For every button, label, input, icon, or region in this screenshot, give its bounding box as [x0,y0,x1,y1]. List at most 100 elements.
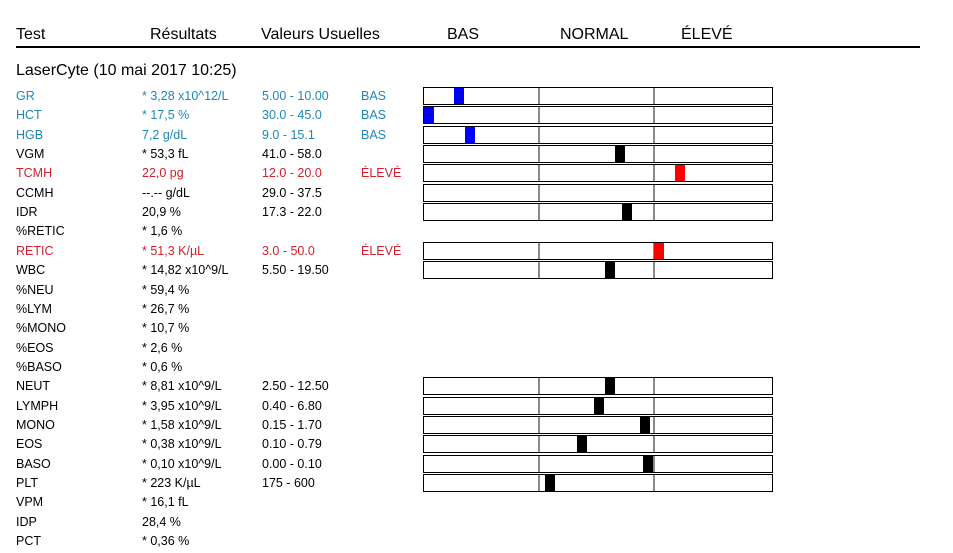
value-marker [604,262,615,279]
range-divider [538,126,540,143]
header-normal: NORMAL [560,26,629,43]
table-row: %LYM * 26,7 % [0,300,953,319]
result-value: * 223 K/µL [142,476,201,490]
range-divider [538,204,540,221]
test-name: %MONO [16,321,66,336]
test-name: WBC [16,263,46,278]
range-divider [653,475,655,491]
reference-range: 3.0 - 50.0 [262,243,315,258]
test-name: GR [16,89,35,103]
status-flag: BAS [361,89,387,103]
table-row: EOS * 0,38 x10^9/L 0.10 - 0.79 [0,435,953,454]
reference-range: 30.0 - 45.0 [262,108,322,123]
table-row: BASO * 0,10 x10^9/L 0.00 - 0.10 [0,454,953,474]
range-divider [653,455,655,472]
reference-range: 0.40 - 6.80 [262,398,322,413]
test-name: VPM [16,495,44,510]
test-name: EOS [16,437,43,452]
result-value: * 2,6 % [142,340,183,355]
result-value: * 26,7 % [142,301,190,316]
test-name: NEUT [16,379,51,394]
reference-range: 12.0 - 20.0 [262,166,322,181]
header-results: Résultats [150,26,217,43]
range-divider [538,146,540,163]
range-divider [538,88,540,104]
result-value: * 1,6 % [142,224,183,239]
test-name: PLT [16,476,38,490]
range-bar [423,145,773,164]
range-divider [538,378,540,395]
test-name: %LYM [16,301,52,316]
reference-range: 17.3 - 22.0 [262,205,322,220]
table-row: %BASO * 0,6 % [0,358,953,377]
range-bar [423,474,773,492]
table-row: CCMH --.-- g/dL 29.0 - 37.5 [0,183,953,203]
reference-range: 29.0 - 37.5 [262,185,322,200]
value-marker [594,397,604,414]
header-low: BAS [447,26,480,43]
value-marker [674,165,685,182]
table-row: TCMH 22,0 pg 12.0 - 20.0 ÉLEVÉ [0,164,953,183]
range-divider [653,126,655,143]
result-value: * 3,28 x10^12/L [142,89,229,103]
result-value: * 53,3 fL [142,147,189,162]
result-value: 28,4 % [142,514,181,529]
reference-range: 0.10 - 0.79 [262,437,322,452]
section-title: LaserCyte (10 mai 2017 10:25) [16,62,237,79]
range-divider [538,475,540,491]
result-value: * 17,5 % [142,108,190,123]
reference-range: 0.15 - 1.70 [262,417,322,432]
range-divider [538,455,540,472]
result-value: * 14,82 x10^9/L [142,263,229,278]
table-row: RETIC * 51,3 K/µL 3.0 - 50.0 ÉLEVÉ [0,241,953,261]
range-divider [653,88,655,104]
test-name: %EOS [16,340,54,355]
status-flag: BAS [361,127,387,142]
table-row: MONO * 1,58 x10^9/L 0.15 - 1.70 [0,415,953,435]
range-divider [538,416,540,433]
test-name: BASO [16,456,51,471]
result-value: * 51,3 K/µL [142,243,205,258]
test-name: IDP [16,514,37,529]
value-marker [424,107,434,124]
range-bar [423,415,773,434]
range-bar [423,377,773,396]
test-name: %RETIC [16,224,65,239]
range-bar [423,435,773,454]
table-row: IDR 20,9 % 17.3 - 22.0 [0,203,953,222]
reference-range: 0.00 - 0.10 [262,456,322,471]
value-marker [576,436,587,453]
range-divider [653,184,655,201]
range-divider [653,436,655,453]
result-value: * 0,6 % [142,359,183,374]
table-row: HCT * 17,5 % 30.0 - 45.0 BAS [0,106,953,125]
result-value: * 1,58 x10^9/L [142,417,222,432]
range-bar [423,183,773,202]
range-bar [423,125,773,144]
test-name: HGB [16,127,44,142]
reference-range: 5.50 - 19.50 [262,263,329,278]
range-divider [653,416,655,433]
value-marker [604,378,615,395]
status-flag: ÉLEVÉ [361,166,402,181]
value-marker [454,88,464,104]
table-row: HGB 7,2 g/dL 9.0 - 15.1 BAS [0,125,953,145]
value-marker [653,242,664,259]
header-divider [16,46,920,48]
range-divider [653,107,655,124]
value-marker [464,126,475,143]
value-marker [622,204,632,221]
range-bar [423,261,773,280]
result-value: * 8,81 x10^9/L [142,379,222,394]
result-value: --.-- g/dL [142,185,190,200]
test-name: PCT [16,534,41,549]
result-value: * 59,4 % [142,282,190,297]
range-divider [653,378,655,395]
range-bar [423,203,773,222]
table-row: PLT * 223 K/µL 175 - 600 [0,474,953,493]
result-value: 7,2 g/dL [142,127,188,142]
result-value: 20,9 % [142,205,181,220]
result-value: * 0,10 x10^9/L [142,456,222,471]
result-value: * 0,38 x10^9/L [142,437,222,452]
